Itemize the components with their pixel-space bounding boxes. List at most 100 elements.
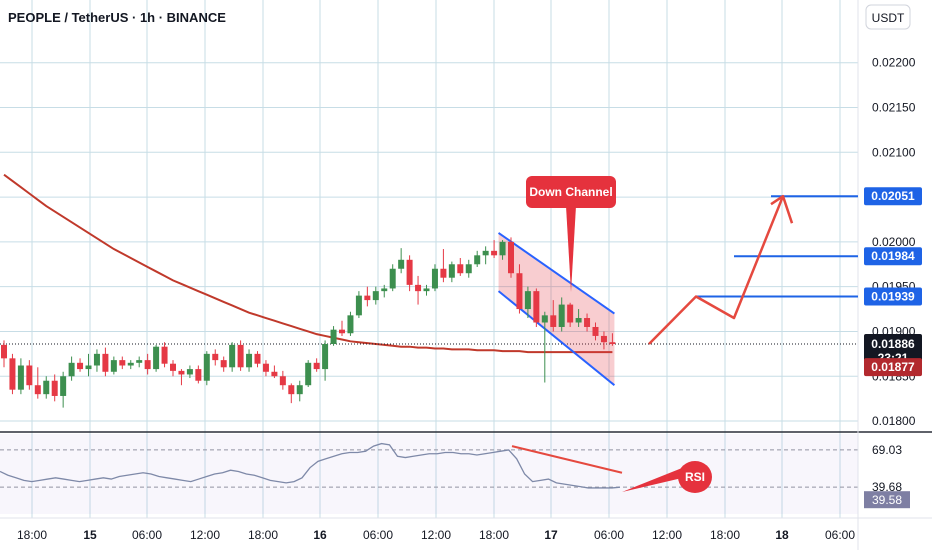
candle-body [558, 304, 565, 327]
rsi-divergence-line [511, 445, 623, 474]
candle-body [77, 362, 84, 370]
candle-body [127, 362, 134, 366]
rsi-axis-tag-label: 69.03 [872, 443, 902, 457]
time-tick-label: 18:00 [479, 528, 509, 542]
candle-body [296, 385, 303, 395]
candle-body [465, 264, 472, 274]
candle-body [305, 362, 312, 386]
time-tick-label: 06:00 [825, 528, 855, 542]
candle-body [271, 371, 278, 377]
time-tick-label: 06:00 [363, 528, 393, 542]
candle-body [516, 273, 523, 310]
candle-body [288, 385, 295, 395]
projection-arrow [648, 194, 794, 345]
candle-body [550, 315, 557, 327]
candle-body [161, 346, 168, 364]
level-price-tag [864, 287, 922, 306]
candle-body [313, 362, 320, 370]
chart-title: PEOPLE / TetherUS · 1h · BINANCE [8, 10, 226, 25]
candle-body [339, 329, 345, 334]
projection-path [648, 195, 785, 345]
candle-body [136, 360, 143, 363]
candle-body [322, 344, 329, 370]
candle-body [600, 335, 607, 343]
time-tick-label: 15 [83, 528, 97, 542]
candle-body [575, 318, 582, 323]
candle-body [110, 360, 117, 372]
candle-body [592, 326, 599, 336]
price-tick-label: 0.02150 [872, 101, 916, 115]
candle-body [541, 315, 548, 323]
time-tick-label: 17 [544, 528, 558, 542]
candle-body [93, 353, 100, 366]
candle-body [1, 344, 7, 359]
time-tick-label: 12:00 [421, 528, 451, 542]
down-channel-annotation: Down Channel [526, 176, 616, 292]
candle-body [153, 346, 160, 370]
candle-body [246, 353, 253, 368]
rsi-annotation: RSI [622, 461, 712, 493]
time-tick-label: 12:00 [652, 528, 682, 542]
candle-body [482, 250, 489, 256]
candle-body [229, 344, 236, 368]
candle-body [415, 284, 422, 292]
time-tick-label: 18:00 [248, 528, 278, 542]
candle-body [474, 255, 481, 265]
candle-body [26, 365, 33, 386]
rsi-annotation-label: RSI [685, 470, 705, 484]
price-axis: 0.022000.021500.021000.020500.020000.019… [864, 56, 922, 509]
candle-body [254, 353, 261, 364]
time-tick-label: 18:00 [17, 528, 47, 542]
price-tick-label: 0.02200 [872, 56, 916, 70]
current-price-label: 0.01886 [871, 337, 915, 351]
candle-body [389, 268, 396, 289]
candle-body [178, 370, 185, 375]
rsi-axis-tag-label: 39.68 [872, 480, 902, 494]
candle-body [212, 353, 219, 361]
time-tick-label: 12:00 [190, 528, 220, 542]
candle-body [499, 241, 506, 256]
price-tick-label: 0.02100 [872, 145, 916, 159]
level-price-tag [864, 187, 922, 206]
currency-label: USDT [872, 11, 905, 25]
candle-body [448, 264, 455, 278]
level-price-tag-label: 0.01939 [871, 290, 915, 304]
candle-body [508, 241, 514, 274]
candle-body [68, 362, 75, 377]
candle-body [423, 288, 430, 292]
candle-body [406, 259, 413, 285]
down-channel-label: Down Channel [529, 185, 612, 199]
candle-body [398, 259, 405, 269]
candle-body [330, 329, 337, 344]
moving-average [0, 173, 858, 354]
candle-body [524, 291, 531, 310]
candle-body [372, 291, 379, 301]
projection-arrowhead [770, 194, 794, 224]
candle-body [119, 360, 126, 366]
time-tick-label: 18:00 [710, 528, 740, 542]
candle-body [203, 353, 210, 381]
price-tick-label: 0.01800 [872, 414, 916, 428]
candle-body [262, 363, 269, 372]
currency-button[interactable]: USDT [865, 4, 911, 30]
candle-body [170, 363, 176, 371]
time-tick-label: 06:00 [594, 528, 624, 542]
candle-body [51, 380, 58, 396]
candle-body [431, 268, 438, 289]
rsi-axis-tag-label: 39.58 [872, 493, 902, 507]
ma-line [3, 173, 613, 354]
down-channel-upper [497, 232, 615, 315]
candle-body [186, 369, 193, 375]
price-tick-label: 0.02000 [872, 235, 916, 249]
time-tick-label: 18 [775, 528, 789, 542]
ma-price-label: 0.01877 [871, 360, 915, 374]
candle-body [279, 376, 286, 386]
rsi-line [0, 442, 621, 489]
candle-body [609, 342, 616, 344]
candle-body [34, 385, 41, 395]
candle-body [533, 291, 540, 323]
candle-body [355, 295, 362, 316]
candle-body [584, 318, 591, 327]
rsi-band [0, 434, 858, 514]
current-price-tag [864, 334, 922, 366]
